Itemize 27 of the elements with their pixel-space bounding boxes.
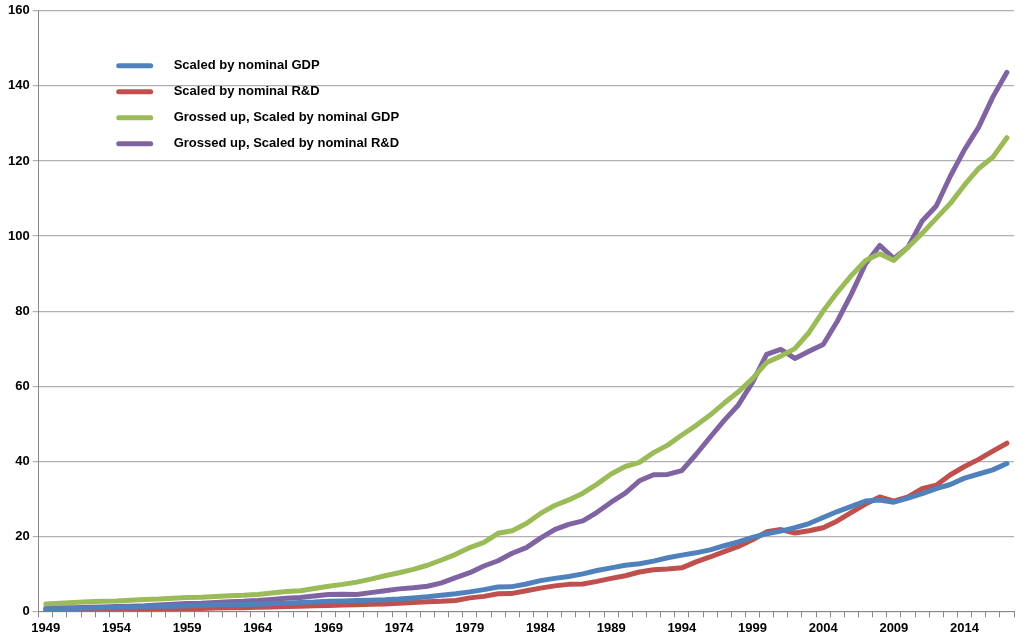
legend-label: Scaled by nominal R&D [173,83,320,99]
y-tick-label: 20 [15,527,30,543]
x-tick-label: 1989 [596,619,626,635]
y-tick-label: 80 [15,302,30,318]
x-tick-label: 1994 [667,619,698,635]
y-tick-label: 160 [7,2,30,18]
legend-label: Grossed up, Scaled by nominal R&D [173,135,400,151]
y-tick-label: 0 [22,602,30,618]
x-tick-label: 1984 [526,619,556,635]
y-tick-label: 140 [7,77,30,93]
x-tick-label: 1974 [384,619,415,635]
x-tick-label: 1969 [314,619,343,635]
y-tick-label: 120 [7,152,30,168]
x-tick-label: 2014 [950,619,980,635]
x-tick-label: 1959 [172,619,202,635]
y-tick-label: 100 [7,227,30,243]
x-tick-label: 2004 [808,619,839,635]
legend-label: Grossed up, Scaled by nominal GDP [173,109,400,125]
x-tick-label: 1954 [101,619,132,635]
legend-label: Scaled by nominal GDP [173,57,320,73]
y-tick-label: 40 [15,452,30,468]
x-tick-label: 1949 [31,619,61,635]
x-tick-label: 1964 [243,619,274,635]
x-tick-label: 1999 [738,619,767,635]
y-tick-label: 60 [15,377,30,393]
x-tick-label: 1979 [455,619,485,635]
x-tick-label: 2009 [879,619,909,635]
